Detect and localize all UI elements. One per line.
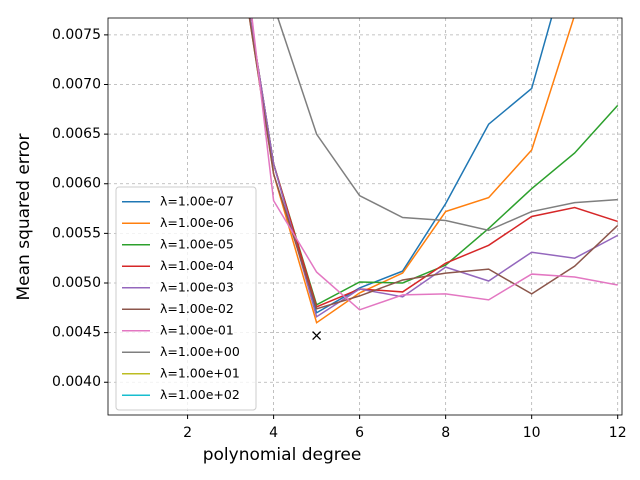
- series-line: [249, 18, 619, 306]
- x-tick-label: 2: [183, 425, 192, 441]
- legend-label: λ=1.00e-01: [160, 322, 234, 337]
- x-axis-label: polynomial degree: [203, 445, 362, 465]
- x-tick-label: 12: [609, 425, 627, 441]
- plot-area: [248, 18, 619, 341]
- legend-label: λ=1.00e+00: [160, 344, 240, 359]
- axes-frame: [107, 17, 623, 416]
- y-tick-label: 0.0050: [52, 275, 101, 291]
- legend-label: λ=1.00e-03: [160, 279, 234, 294]
- legend-label: λ=1.00e+02: [160, 387, 240, 402]
- y-tick-label: 0.0040: [52, 374, 101, 390]
- legend-label: λ=1.00e+01: [160, 365, 240, 380]
- legend-label: λ=1.00e-04: [160, 258, 234, 273]
- y-tick-label: 0.0060: [52, 176, 101, 192]
- y-axis-label: Mean squared error: [14, 134, 34, 301]
- x-tick-label: 6: [355, 425, 364, 441]
- x-tick-label: 10: [523, 425, 541, 441]
- series-line: [277, 18, 618, 232]
- y-tick-label: 0.0070: [52, 76, 101, 92]
- y-tick-label: 0.0075: [52, 27, 101, 43]
- series-line: [249, 18, 553, 314]
- legend: [115, 186, 257, 411]
- x-tick-label: 4: [269, 425, 278, 441]
- legend-label: λ=1.00e-06: [160, 215, 234, 230]
- x-tick-label: 8: [441, 425, 450, 441]
- legend-label: λ=1.00e-07: [160, 193, 234, 208]
- series-line: [249, 18, 618, 308]
- y-tick-label: 0.0065: [52, 126, 101, 142]
- legend-label: λ=1.00e-02: [160, 301, 234, 316]
- y-tick-label: 0.0055: [52, 225, 101, 241]
- series-line: [248, 18, 619, 310]
- series-line: [251, 18, 618, 311]
- legend-label: λ=1.00e-05: [160, 236, 234, 251]
- series-line: [249, 18, 619, 318]
- marker: [312, 331, 322, 341]
- y-tick-label: 0.0045: [52, 325, 101, 341]
- series-line: [248, 18, 575, 324]
